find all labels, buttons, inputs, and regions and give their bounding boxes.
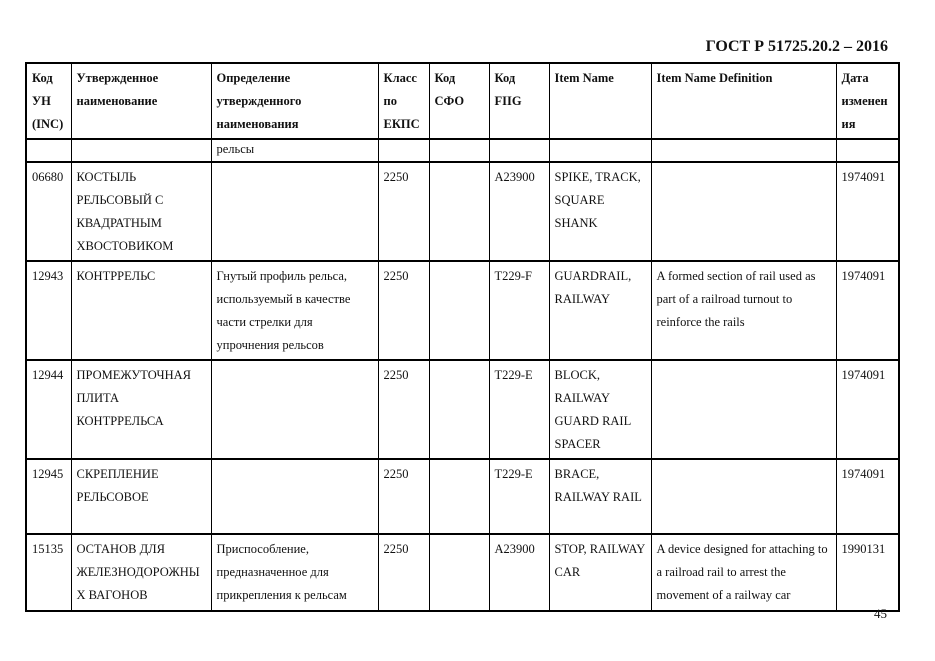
table-cell: A formed section of rail used as part of… bbox=[650, 260, 837, 361]
table-cell: 15135 bbox=[25, 533, 72, 612]
column-header: Item Name bbox=[548, 62, 652, 140]
table-cell bbox=[428, 533, 490, 612]
table-cell: 12943 bbox=[25, 260, 72, 361]
table-cell: T229-F bbox=[488, 260, 550, 361]
table-cell bbox=[548, 138, 652, 163]
table-cell bbox=[428, 260, 490, 361]
table-cell: 2250 bbox=[377, 359, 430, 460]
table-cell bbox=[488, 138, 550, 163]
table-cell: 12945 bbox=[25, 458, 72, 535]
table-cell bbox=[210, 359, 379, 460]
table-cell: STOP, RAILWAY CAR bbox=[548, 533, 652, 612]
table-cell bbox=[650, 359, 837, 460]
column-header: Код УН (INC) bbox=[25, 62, 72, 140]
table-cell: BLOCK, RAILWAY GUARD RAIL SPACER bbox=[548, 359, 652, 460]
column-header: Код FIIG bbox=[488, 62, 550, 140]
document-title: ГОСТ Р 51725.20.2 – 2016 bbox=[705, 38, 888, 55]
table-cell: A23900 bbox=[488, 533, 550, 612]
table-cell: 1974091 bbox=[835, 359, 900, 460]
table-cell: 2250 bbox=[377, 458, 430, 535]
table-cell bbox=[650, 161, 837, 262]
table-cell bbox=[377, 138, 430, 163]
table-cell bbox=[210, 458, 379, 535]
table-cell bbox=[835, 138, 900, 163]
table-cell: 1974091 bbox=[835, 161, 900, 262]
table-cell: 1990131 bbox=[835, 533, 900, 612]
table-cell: ОСТАНОВ ДЛЯ ЖЕЛЕЗНОДОРОЖНЫХ ВАГОНОВ bbox=[70, 533, 212, 612]
column-header: Item Name Definition bbox=[650, 62, 837, 140]
column-header: Код СФО bbox=[428, 62, 490, 140]
table-cell bbox=[428, 359, 490, 460]
table-cell: 06680 bbox=[25, 161, 72, 262]
table-cell: ПРОМЕЖУТОЧНАЯ ПЛИТА КОНТРРЕЛЬСА bbox=[70, 359, 212, 460]
table-cell: Приспособление, предназначенное для прик… bbox=[210, 533, 379, 612]
table-header-row: Код УН (INC) Утвержденное наименование Опр… bbox=[25, 62, 900, 140]
table-cell: A device designed for attaching to a rai… bbox=[650, 533, 837, 612]
table-cell bbox=[25, 138, 72, 163]
table-cell: GUARDRAIL, RAILWAY bbox=[548, 260, 652, 361]
item-names-table: Код УН (INC) Утвержденное наименование Опр… bbox=[25, 62, 900, 612]
table-row: 12943 КОНТРРЕЛЬС Гнутый профиль рельса, ис… bbox=[25, 260, 900, 361]
column-header: Класс по ЕКПС bbox=[377, 62, 430, 140]
table-cell: BRACE, RAILWAY RAIL bbox=[548, 458, 652, 535]
column-header: Утвержденное наименование bbox=[70, 62, 212, 140]
table-cell bbox=[650, 458, 837, 535]
table-cell: T229-E bbox=[488, 458, 550, 535]
table-cell bbox=[428, 161, 490, 262]
page-number: 45 bbox=[874, 606, 887, 621]
table-cell: Гнутый профиль рельса, используемый в ка… bbox=[210, 260, 379, 361]
table-cell: T229-E bbox=[488, 359, 550, 460]
table-cell: 2250 bbox=[377, 260, 430, 361]
column-header: Дата изменения bbox=[835, 62, 900, 140]
table-cell: КОНТРРЕЛЬС bbox=[70, 260, 212, 361]
table-row: 06680 КОСТЫЛЬ РЕЛЬСОВЫЙ С КВАДРАТНЫМ ХВОС… bbox=[25, 161, 900, 262]
table-cell: 1974091 bbox=[835, 458, 900, 535]
table-cell: 1974091 bbox=[835, 260, 900, 361]
table-cell bbox=[650, 138, 837, 163]
table-cell: A23900 bbox=[488, 161, 550, 262]
column-header: Определение утвержденного наименования bbox=[210, 62, 379, 140]
table-cell: 12944 bbox=[25, 359, 72, 460]
table-row: 15135 ОСТАНОВ ДЛЯ ЖЕЛЕЗНОДОРОЖНЫХ ВАГОНОВ… bbox=[25, 533, 900, 612]
table-cell: 2250 bbox=[377, 161, 430, 262]
table-cell: 2250 bbox=[377, 533, 430, 612]
table-cell bbox=[70, 138, 212, 163]
table-cell: СКРЕПЛЕНИЕ РЕЛЬСОВОЕ bbox=[70, 458, 212, 535]
table-cell bbox=[210, 161, 379, 262]
table-cell: КОСТЫЛЬ РЕЛЬСОВЫЙ С КВАДРАТНЫМ ХВОСТОВИК… bbox=[70, 161, 212, 262]
table-cell bbox=[428, 458, 490, 535]
table-cell: рельсы bbox=[210, 138, 379, 163]
table-cell bbox=[428, 138, 490, 163]
table-row: 12945 СКРЕПЛЕНИЕ РЕЛЬСОВОЕ 2250 T229-E BRACE… bbox=[25, 458, 900, 535]
table-cell: SPIKE, TRACK, SQUARE SHANK bbox=[548, 161, 652, 262]
table-row: рельсы bbox=[25, 138, 900, 163]
table-row: 12944 ПРОМЕЖУТОЧНАЯ ПЛИТА КОНТРРЕЛЬСА 2250… bbox=[25, 359, 900, 460]
